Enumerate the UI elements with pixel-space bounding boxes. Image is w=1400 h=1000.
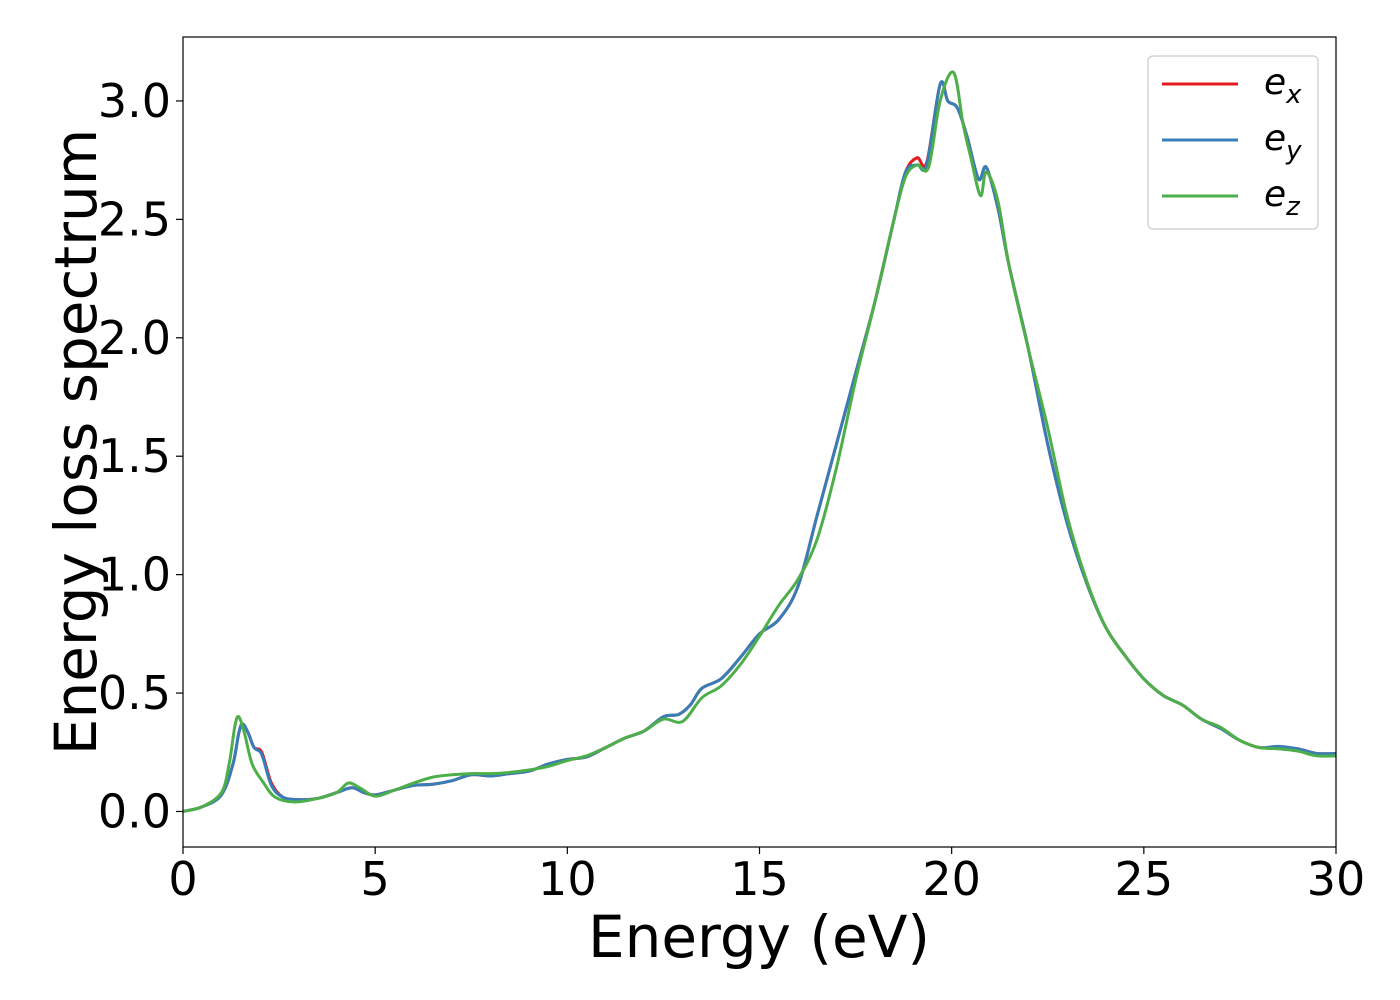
series-line-e_z — [183, 70, 1336, 813]
legend: ex ey ez — [1147, 55, 1319, 230]
x-tick-label: 20 — [922, 852, 981, 906]
y-tick-label: 3.0 — [98, 74, 171, 128]
x-tick-label: 30 — [1307, 852, 1366, 906]
y-tick-label: 0.0 — [98, 784, 171, 838]
x-tick-label: 15 — [730, 852, 789, 906]
y-tick-label: 2.5 — [98, 192, 171, 246]
x-tick-label: 5 — [361, 852, 390, 906]
x-tick-label: 25 — [1115, 852, 1174, 906]
y-axis-title: Energy loss spectrum — [42, 129, 110, 755]
x-axis-title: Energy (eV) — [588, 903, 930, 971]
y-tick-label: 0.5 — [98, 666, 171, 720]
x-tick-label: 0 — [168, 852, 197, 906]
y-tick-label: 1.0 — [98, 548, 171, 602]
y-axis: 0.0 0.5 1.0 1.5 2.0 2.5 3.0 — [98, 74, 183, 838]
y-tick-label: 1.5 — [98, 429, 171, 483]
legend-label-e_y: ey — [1264, 118, 1302, 166]
legend-label-e_x: ex — [1264, 62, 1302, 110]
plot-background — [183, 37, 1336, 847]
x-axis: 0 5 10 15 20 25 30 — [168, 847, 1365, 906]
y-tick-label: 2.0 — [98, 311, 171, 365]
legend-box — [1147, 55, 1319, 230]
x-tick-label: 10 — [538, 852, 597, 906]
legend-label-e_z: ez — [1264, 174, 1301, 222]
series-layer — [183, 70, 1336, 813]
